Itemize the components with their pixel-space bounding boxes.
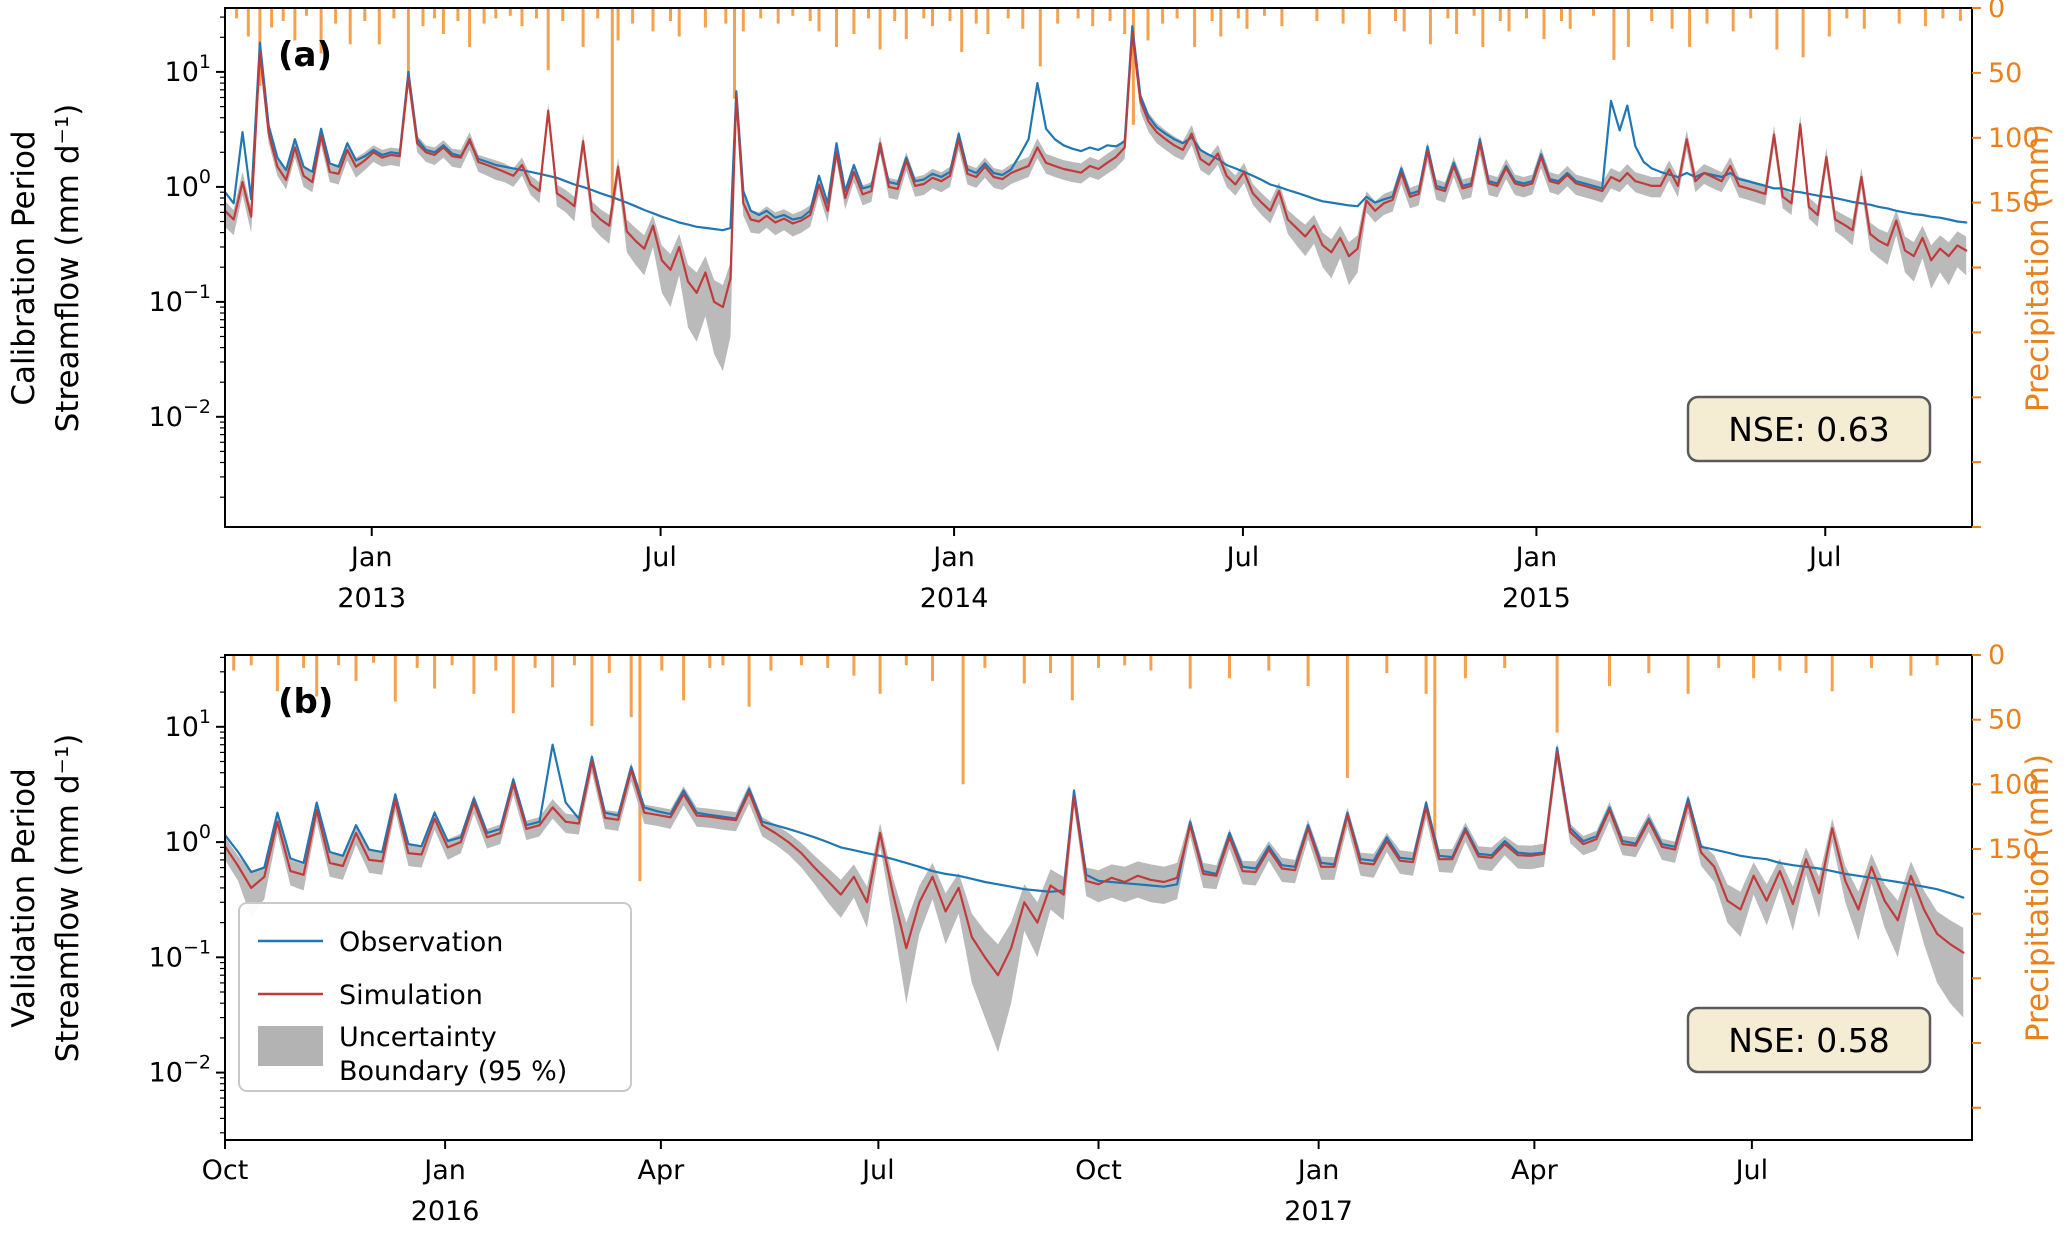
x-tick-label: Jul [860,1155,895,1186]
legend-uncertainty-label-line1: Uncertainty [339,1022,497,1053]
precip-tick-label: 150 [1988,188,2040,219]
x-tick-label: Jan [931,542,975,573]
observation-line-a [223,25,1968,232]
x-year-label: 2016 [411,1196,480,1227]
x-tick-label: Jan [1514,542,1558,573]
legend: Observation Simulation Uncertainty Bound… [238,902,632,1092]
legend-observation-label: Observation [339,927,503,958]
panel-b: Oct Jan 2016 Apr Jul Oct Jan 2017 Apr Jul 101 100 10… [149,640,2040,1227]
chart-layers: Jan 2013 Jul Jan 2014 Jul Jan 2015 Jul 101 100 10−1… [149,0,2040,1227]
nse-text-b: NSE: 0.58 [1728,1021,1890,1060]
y-tick-label: 100 [165,821,211,858]
x-tick-label: Oct [202,1155,249,1186]
panel-b-nse-annotation: NSE: 0.58 [1686,1006,1932,1074]
legend-simulation-label: Simulation [339,980,483,1011]
precip-tick-label: 0 [1988,640,2005,671]
x-tick-label: Jan [349,542,393,573]
legend-uncertainty-label-line2: Boundary (95 %) [339,1056,567,1087]
nse-box-a [1686,395,1932,463]
x-year-label: 2014 [920,583,989,614]
x-tick-label: Jul [1807,542,1842,573]
uncertainty-band-b [225,743,1964,1053]
panel-a: Jan 2013 Jul Jan 2014 Jul Jan 2015 Jul 101 100 10−1… [149,0,2040,614]
x-tick-label: Apr [1511,1155,1559,1186]
x-tick-label: Oct [1075,1155,1122,1186]
x-year-label: 2013 [337,583,406,614]
panel-b-letter: (b) [278,682,333,722]
x-tick-label: Jul [1734,1155,1769,1186]
y-tick-label: 10−2 [149,1052,211,1089]
x-tick-label: Jan [1296,1155,1340,1186]
y-tick-label: 10−1 [149,936,211,973]
panel-a-ylabel-line2: Streamflow (mm d⁻¹) [50,104,86,433]
x-tick-label: Apr [638,1155,686,1186]
y-tick-label: 101 [165,706,211,743]
y-tick-label: 101 [165,51,211,88]
x-tick-label: Jan [422,1155,466,1186]
panel-b-ylabel-line2: Streamflow (mm d⁻¹) [50,734,86,1063]
precip-tick-label: 50 [1988,58,2022,89]
panel-b-right-ylabel: Precipitation (mm) [2020,754,2056,1042]
y-tick-label: 10−1 [149,281,211,318]
y-tick-label: 10−2 [149,396,211,433]
legend-box [238,902,632,1092]
legend-uncertainty-patch [258,1026,323,1066]
panel-a-ylabel-line1: Calibration Period [6,130,42,405]
precipitation-bars-b [232,655,1939,882]
simulation-line-a [223,31,1968,309]
precip-tick-label: 100 [1988,769,2040,800]
panel-a-nse-annotation: NSE: 0.63 [1686,395,1932,463]
precip-tick-label: 150 [1988,834,2040,865]
panel-b-ylabel-line1: Validation Period [6,768,42,1028]
panel-a-letter: (a) [278,35,332,75]
nse-box-b [1686,1006,1932,1074]
precip-tick-label: 100 [1988,123,2040,154]
panel-a-right-ylabel: Precipitation (mm) [2020,124,2056,412]
precip-tick-label: 0 [1988,0,2005,24]
x-year-label: 2015 [1502,583,1571,614]
y-tick-label: 100 [165,166,211,203]
nse-text-a: NSE: 0.63 [1728,410,1890,449]
observation-line-b [223,743,1965,899]
x-year-label: 2017 [1284,1196,1353,1227]
uncertainty-band-a [225,24,1967,372]
precip-tick-label: 50 [1988,705,2022,736]
simulation-line-b [223,750,1965,977]
x-tick-label: Jul [1225,542,1260,573]
precipitation-bars-a [235,8,1962,203]
x-tick-label: Jul [642,542,677,573]
